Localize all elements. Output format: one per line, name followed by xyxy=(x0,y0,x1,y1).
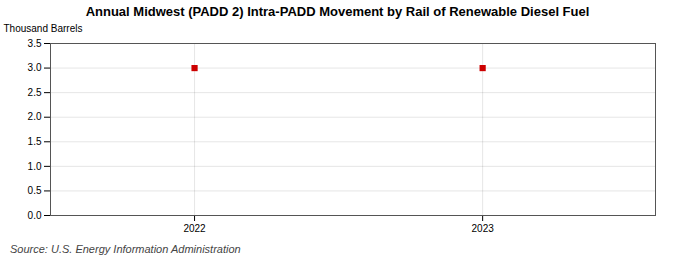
html-text:Source: U.S. Energy Informatio: Source: U.S. Energy Information Administ… xyxy=(10,243,241,255)
svg-text:Thousand Barrels: Thousand Barrels xyxy=(4,23,83,34)
svg-text:3.0: 3.0 xyxy=(28,62,42,73)
svg-text:1.0: 1.0 xyxy=(28,161,42,172)
svg-text:2.0: 2.0 xyxy=(28,111,42,122)
html-text:Annual Midwest (PADD 2) Intra-: Annual Midwest (PADD 2) Intra-PADD Movem… xyxy=(85,4,590,19)
svg-text:3.5: 3.5 xyxy=(28,38,42,49)
svg-text:1.5: 1.5 xyxy=(28,136,42,147)
svg-text:2.5: 2.5 xyxy=(28,87,42,98)
svg-text:0.5: 0.5 xyxy=(28,185,42,196)
svg-text:2022: 2022 xyxy=(183,223,206,234)
svg-text:0.0: 0.0 xyxy=(28,210,42,221)
svg-text:2023: 2023 xyxy=(472,223,495,234)
